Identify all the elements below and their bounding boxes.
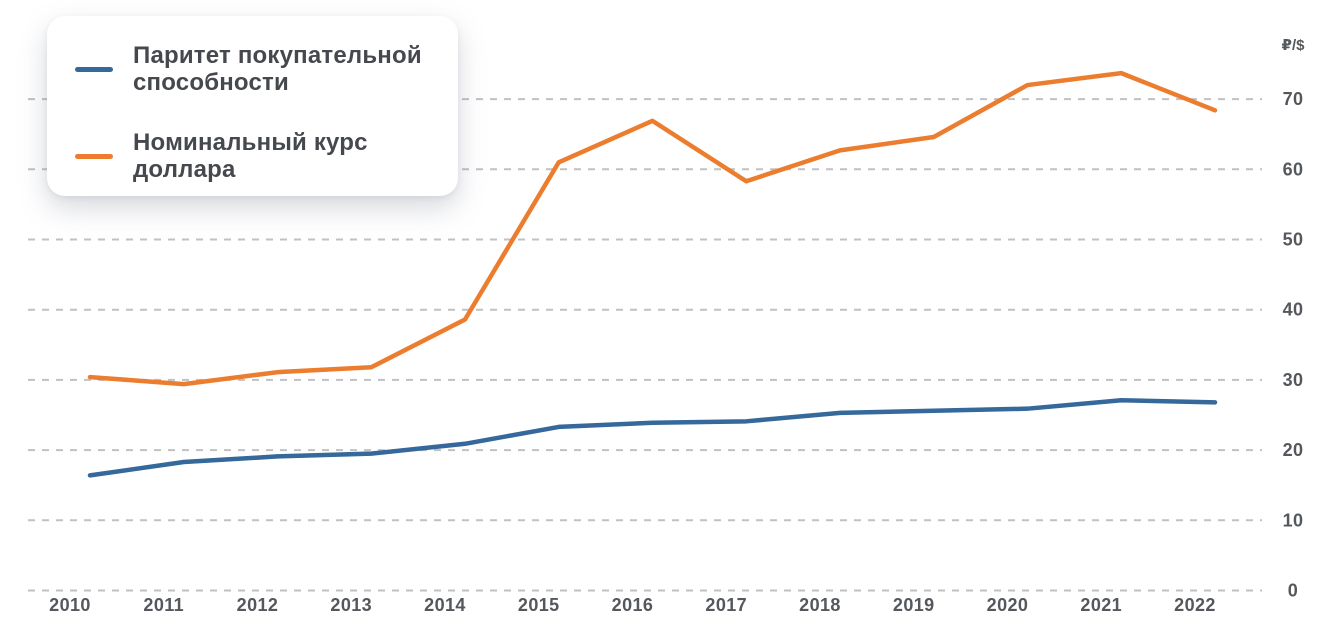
y-tick-label: 70 — [1283, 89, 1304, 109]
series-line-nominal — [87, 70, 1218, 387]
legend: Паритет покупательной способности Номина… — [47, 16, 458, 196]
x-tick-label: 2010 — [49, 595, 91, 615]
legend-item-nominal[interactable]: Номинальный курс доллара — [75, 129, 434, 183]
y-axis-labels: 0 10 20 30 40 50 60 70 ₽/$ — [1282, 37, 1306, 601]
x-tick-label: 2016 — [612, 595, 654, 615]
y-tick-label: 50 — [1283, 230, 1304, 250]
y-tick-label: 10 — [1283, 510, 1304, 530]
y-tick-label: 20 — [1283, 440, 1304, 460]
gridlines — [28, 98, 1262, 592]
y-tick-label: 0 — [1288, 581, 1298, 601]
x-axis-labels: 2010 2011 2012 2013 2014 2015 2016 2017 2018 2019… — [49, 595, 1216, 615]
x-tick-label: 2012 — [237, 595, 279, 615]
legend-label-nominal: Номинальный курс доллара — [133, 129, 368, 183]
x-tick-label: 2011 — [143, 595, 184, 615]
x-tick-label: 2015 — [518, 595, 560, 615]
y-tick-label: 60 — [1283, 159, 1304, 179]
ppp-line-swatch — [75, 66, 113, 72]
legend-label-ppp: Паритет покупательной способности — [133, 42, 422, 96]
x-tick-label: 2020 — [987, 595, 1029, 615]
x-tick-label: 2019 — [893, 595, 935, 615]
x-tick-label: 2021 — [1080, 595, 1122, 615]
y-tick-label: 30 — [1283, 370, 1304, 390]
nominal-line-swatch — [75, 153, 113, 159]
x-tick-label: 2017 — [705, 595, 747, 615]
series-line-ppp — [87, 398, 1218, 478]
x-tick-label: 2022 — [1174, 595, 1216, 615]
y-axis-unit-label: ₽/$ — [1282, 37, 1306, 54]
x-tick-label: 2014 — [424, 595, 466, 615]
legend-item-ppp[interactable]: Паритет покупательной способности — [75, 42, 434, 96]
series-lines — [87, 70, 1218, 478]
x-tick-label: 2013 — [330, 595, 372, 615]
x-tick-label: 2018 — [799, 595, 841, 615]
y-tick-label: 40 — [1283, 300, 1304, 320]
